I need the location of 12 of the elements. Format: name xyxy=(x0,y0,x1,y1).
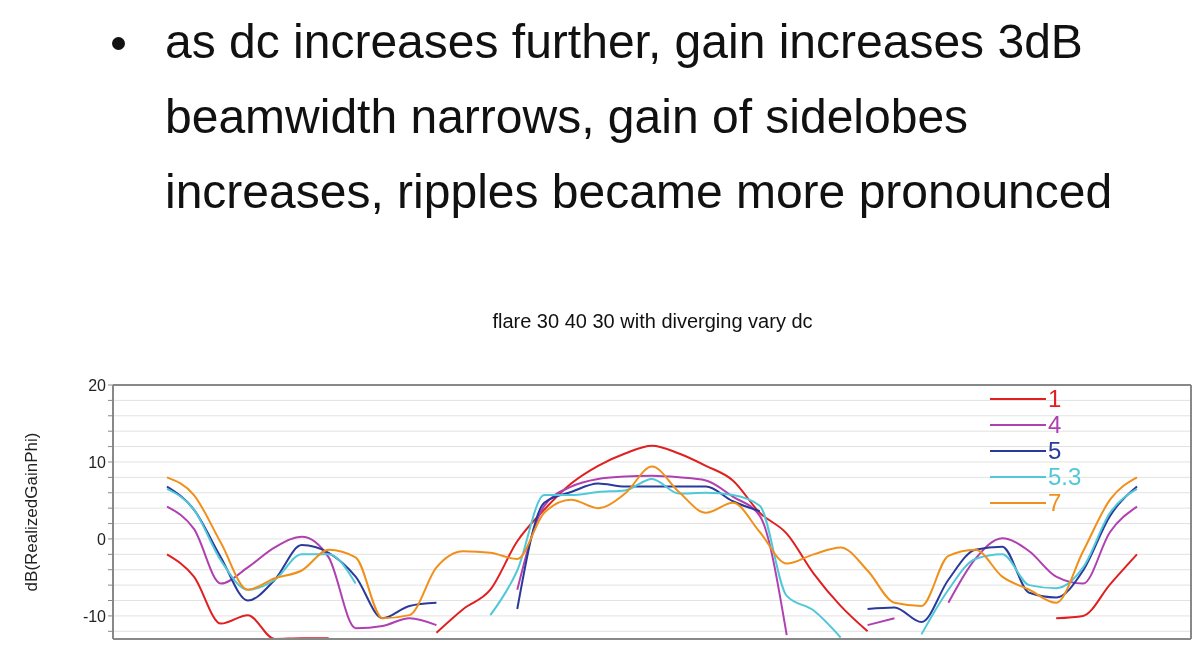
y-tick-label: -10 xyxy=(82,607,107,625)
legend-label: 7 xyxy=(1048,489,1062,517)
legend-label: 5.3 xyxy=(1048,463,1082,491)
text: as dc increases further, gain increases 3dB beamwidth narrows, gain of sidelobes increases, ripples became more pronounced xyxy=(165,14,1114,220)
y-tick-label: 0 xyxy=(97,530,107,548)
legend-label: 1 xyxy=(1048,385,1062,413)
chart-title: flare 30 40 30 with diverging vary dc xyxy=(491,310,814,333)
legend-label: 4 xyxy=(1048,411,1062,439)
y-tick-label: 10 xyxy=(88,453,107,471)
legend-label: 5 xyxy=(1048,437,1062,465)
y-axis-title: dB(RealizedGainPhi) xyxy=(22,432,42,592)
y-tick-label: 20 xyxy=(88,376,107,394)
